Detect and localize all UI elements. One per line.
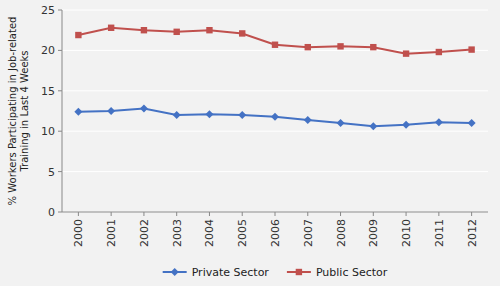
data-point: [107, 107, 115, 115]
data-point: [402, 121, 410, 129]
legend-marker: [296, 269, 302, 275]
x-tick-label: 2010: [400, 219, 413, 247]
x-tick: [143, 212, 144, 216]
legend: Private Sector Public Sector: [163, 266, 388, 279]
data-point: [436, 49, 442, 55]
y-tick-label: 5: [48, 166, 55, 179]
data-point: [304, 116, 312, 124]
y-axis: [62, 10, 63, 212]
grid-line: [62, 10, 488, 11]
y-tick: [58, 131, 62, 132]
legend-item: Public Sector: [287, 266, 388, 279]
x-tick-label: 2007: [302, 219, 315, 247]
x-tick: [275, 212, 276, 216]
data-point: [239, 30, 245, 36]
background: [0, 0, 500, 286]
chart: 0 5 10 15 20 25 2000 2001 2002 2003 2004 2005 2006 20…: [0, 0, 500, 286]
data-point: [435, 118, 443, 126]
data-point: [305, 44, 311, 50]
x-tick: [438, 212, 439, 216]
data-point: [238, 111, 246, 119]
series-line: [78, 28, 471, 54]
data-point: [205, 110, 213, 118]
data-point: [206, 27, 212, 33]
y-axis-label-line: Training in Last 4 Weeks: [19, 50, 30, 172]
legend-item: Private Sector: [163, 266, 270, 279]
x-tick-label: 2002: [138, 219, 151, 247]
x-tick-label: 2009: [367, 219, 380, 247]
data-point: [337, 119, 345, 127]
x-tick-label: 2003: [171, 219, 184, 247]
y-tick-label: 20: [41, 44, 55, 57]
x-tick-label: 2004: [203, 219, 216, 247]
data-point: [141, 27, 147, 33]
grid-line: [62, 131, 488, 132]
x-tick-label: 2012: [466, 219, 479, 247]
x-tick-label: 2001: [105, 219, 118, 247]
x-tick: [307, 212, 308, 216]
grid-line: [62, 50, 488, 51]
x-tick-label: 2011: [433, 219, 446, 247]
y-axis-label-line: % Workers Participating in Job-related: [7, 17, 18, 206]
grid-line: [62, 90, 488, 91]
x-tick: [242, 212, 243, 216]
x-tick: [406, 212, 407, 216]
x-tick-label: 2005: [236, 219, 249, 247]
data-point: [403, 50, 409, 56]
data-point: [75, 32, 81, 38]
legend-marker: [171, 268, 179, 276]
x-tick: [176, 212, 177, 216]
y-tick: [58, 10, 62, 11]
data-point: [337, 43, 343, 49]
x-tick: [471, 212, 472, 216]
y-axis-label: % Workers Participating in Job-relatedTr…: [7, 17, 30, 206]
data-point: [468, 46, 474, 52]
data-point: [173, 111, 181, 119]
data-point: [173, 29, 179, 35]
y-tick: [58, 212, 62, 213]
x-tick: [373, 212, 374, 216]
data-point: [74, 108, 82, 116]
data-point: [370, 44, 376, 50]
y-tick-label: 0: [48, 206, 55, 219]
x-tick: [78, 212, 79, 216]
plot-area: [74, 25, 475, 131]
x-tick-label: 2008: [335, 219, 348, 247]
legend-label: Private Sector: [192, 266, 270, 279]
x-tick-label: 2000: [72, 219, 85, 247]
series-line: [78, 109, 471, 127]
y-tick: [58, 171, 62, 172]
y-tick-label: 10: [41, 125, 55, 138]
grid-line: [62, 171, 488, 172]
x-tick: [209, 212, 210, 216]
y-tick: [58, 50, 62, 51]
data-point: [468, 119, 476, 127]
y-tick-label: 25: [41, 4, 55, 17]
data-point: [369, 122, 377, 130]
data-point: [271, 113, 279, 121]
x-tick: [111, 212, 112, 216]
y-tick: [58, 90, 62, 91]
x-tick: [340, 212, 341, 216]
legend-label: Public Sector: [316, 266, 388, 279]
x-tick-label: 2006: [269, 219, 282, 247]
data-point: [272, 42, 278, 48]
data-point: [108, 25, 114, 31]
data-point: [140, 105, 148, 113]
y-tick-label: 15: [41, 85, 55, 98]
